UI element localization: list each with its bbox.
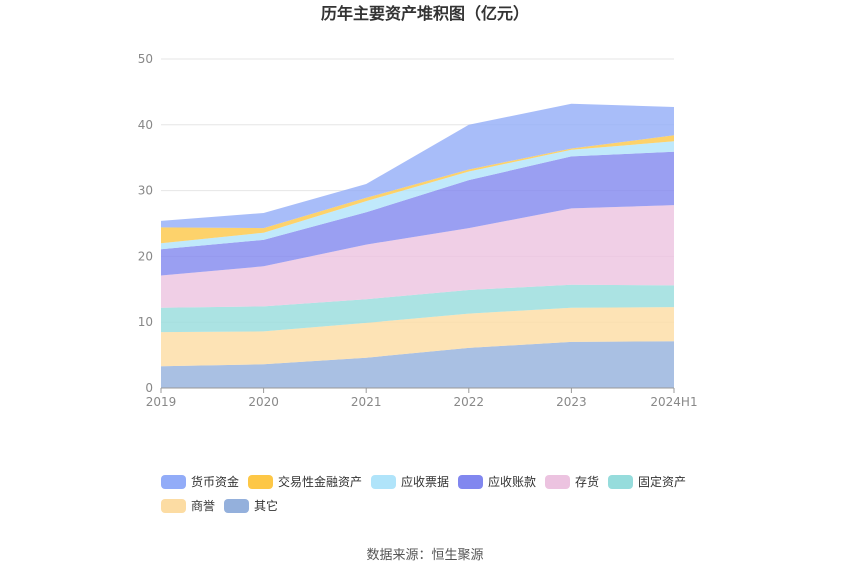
x-tick-label: 2024H1 — [650, 395, 697, 409]
legend-item[interactable]: 应收账款 — [458, 474, 536, 489]
legend-label: 应收票据 — [401, 474, 449, 489]
x-tick-label: 2020 — [248, 395, 279, 409]
area-series-3 — [161, 205, 674, 308]
legend-item[interactable]: 应收票据 — [371, 474, 449, 489]
legend-swatch — [371, 475, 396, 489]
area-series-7 — [161, 103, 674, 229]
legend-label: 交易性金融资产 — [278, 474, 362, 489]
y-tick-label: 20 — [138, 249, 153, 263]
chart-title: 历年主要资产堆积图（亿元） — [321, 4, 529, 23]
legend-item[interactable]: 货币资金 — [161, 474, 239, 489]
plot-areas — [161, 103, 674, 388]
y-tick-label: 30 — [138, 184, 153, 198]
legend-item[interactable]: 交易性金融资产 — [248, 474, 362, 489]
area-series-0 — [161, 341, 674, 388]
area-series-2 — [161, 284, 674, 333]
legend-label: 货币资金 — [191, 474, 239, 489]
area-series-4 — [161, 151, 674, 276]
legend-swatch — [608, 475, 633, 489]
legend-label: 存货 — [575, 474, 599, 489]
x-tick-label: 2022 — [454, 395, 485, 409]
legend-swatch — [458, 475, 483, 489]
area-series-1 — [161, 307, 674, 367]
x-tick-label: 2021 — [351, 395, 382, 409]
y-tick-label: 40 — [138, 118, 153, 132]
legend-swatch — [161, 499, 186, 513]
legend-item[interactable]: 商誉 — [161, 498, 215, 513]
legend-swatch — [161, 475, 186, 489]
legend-swatch — [248, 475, 273, 489]
legend-item[interactable]: 存货 — [545, 474, 599, 489]
legend-label: 应收账款 — [488, 474, 536, 489]
area-series-5 — [161, 141, 674, 250]
x-tick-label: 2019 — [146, 395, 177, 409]
y-tick-label: 0 — [145, 381, 153, 395]
legend-swatch — [545, 475, 570, 489]
legend-label: 其它 — [254, 498, 278, 513]
y-tick-label: 10 — [138, 315, 153, 329]
x-tick-label: 2023 — [556, 395, 587, 409]
legend-label: 商誉 — [191, 498, 215, 513]
source-note: 数据来源：恒生聚源 — [366, 548, 483, 563]
legend-item[interactable]: 其它 — [224, 498, 278, 513]
y-tick-label: 50 — [138, 52, 153, 66]
legend-swatch — [224, 499, 249, 513]
legend-item[interactable]: 固定资产 — [608, 474, 686, 489]
area-series-6 — [161, 135, 674, 244]
axes: 0 10 20 30 40 50 2019 2020 2021 2022 2023 2024H1 — [138, 52, 698, 409]
legend-label: 固定资产 — [638, 474, 686, 489]
